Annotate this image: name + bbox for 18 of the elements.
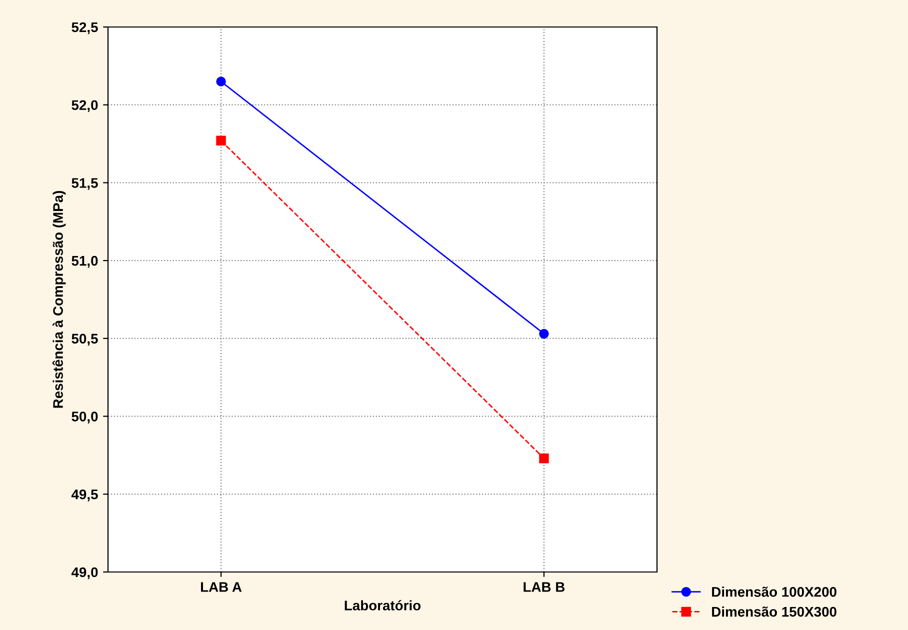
x-tick-label: LAB B — [524, 582, 565, 592]
y-tick-label: 52,5 — [72, 22, 98, 34]
y-tick-label: 52,0 — [72, 100, 98, 112]
y-axis-title: Resistência à Compressão (MPa) — [52, 190, 66, 408]
y-tick-label: 50,5 — [72, 334, 98, 346]
y-tick-label: 51,5 — [72, 178, 98, 190]
y-tick-label: 49,5 — [71, 489, 98, 502]
point — [216, 136, 226, 146]
point — [539, 328, 549, 339]
legend-label: Dimensão 150X300 — [712, 606, 836, 617]
y-tick-label: 51,0 — [72, 256, 98, 268]
point — [216, 76, 226, 86]
x-tick-label: LAB A — [201, 582, 242, 592]
y-tick-label: 50,0 — [72, 412, 98, 424]
y-tick-label: 49,0 — [71, 567, 98, 580]
x-axis-title: Laboratório — [344, 600, 421, 610]
legend-label: Dimensão 100X200 — [712, 586, 836, 597]
point — [539, 453, 549, 464]
